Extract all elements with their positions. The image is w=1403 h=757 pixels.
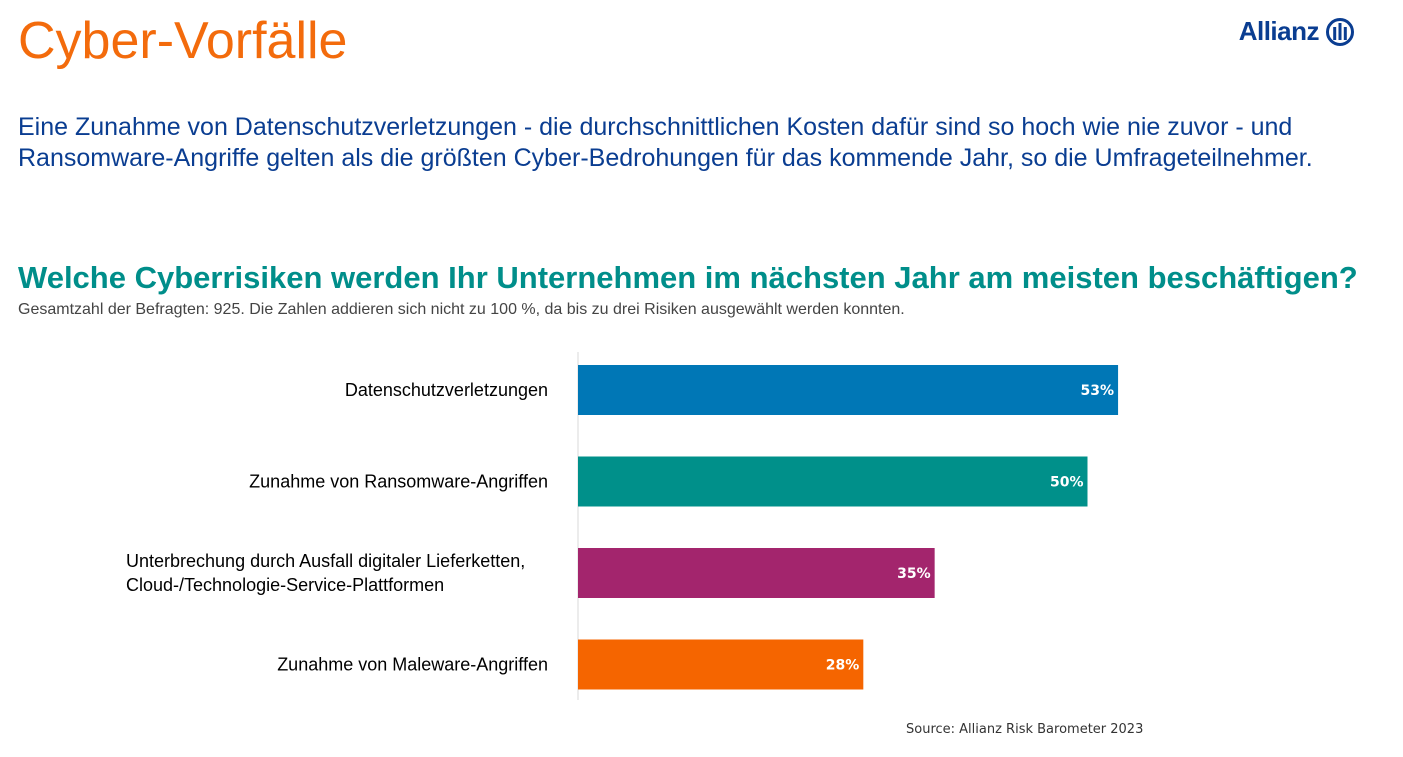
chart-title: Welche Cyberrisiken werden Ihr Unternehm… <box>18 260 1358 295</box>
bar-4 <box>578 639 864 690</box>
chart-subtitle: Gesamtzahl der Befragten: 925. Die Zahle… <box>18 301 905 318</box>
bar-chart: 53% Datenschutzverletzungen 50% Zunahme von… <box>126 352 1119 700</box>
bar-3 <box>578 548 935 598</box>
allianz-logo: Allianz <box>1239 16 1355 47</box>
data-label-2: 50% <box>1050 475 1084 491</box>
intro-text: Eine Zunahme von Datenschutzverletzungen… <box>18 113 1313 172</box>
logo-text: Allianz <box>1238 16 1320 46</box>
category-label-4: Zunahme von Maleware-Angriffen <box>277 655 548 675</box>
source-note: Source: Allianz Risk Barometer 2023 <box>906 722 1144 737</box>
category-label-3: Unterbrechung durch Ausfall digitaler Li… <box>126 551 525 595</box>
bar-2 <box>578 456 1088 507</box>
page-title: Cyber-Vorfälle <box>18 12 348 70</box>
data-label-4: 28% <box>826 658 860 674</box>
bar-1 <box>578 365 1119 415</box>
data-label-1: 53% <box>1081 383 1115 399</box>
allianz-eagle-emblem-icon <box>1326 17 1354 46</box>
category-label-2: Zunahme von Ransomware-Angriffen <box>249 472 548 492</box>
category-label-1: Datenschutzverletzungen <box>345 380 548 400</box>
data-label-3: 35% <box>897 566 931 582</box>
